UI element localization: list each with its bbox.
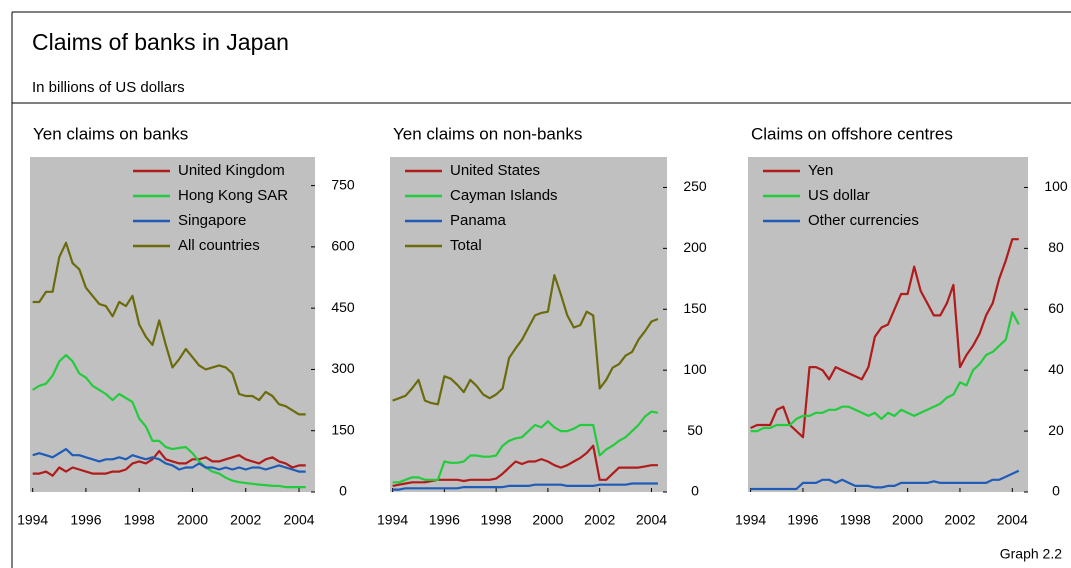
y-tick-label: 750 (331, 176, 355, 192)
legend-label: United Kingdom (178, 162, 285, 179)
legend-label: Hong Kong SAR (178, 187, 288, 204)
panel-title: Claims on offshore centres (751, 124, 953, 143)
legend-label: Cayman Islands (450, 187, 558, 204)
y-tick-label: 150 (683, 300, 707, 316)
legend-label: Panama (450, 212, 507, 229)
x-tick-label: 2004 (636, 512, 667, 528)
x-tick-label: 1998 (481, 512, 512, 528)
series-line (32, 450, 306, 477)
series-line (750, 311, 1020, 433)
legend-label: Total (450, 237, 482, 254)
y-tick-label: 150 (331, 421, 355, 437)
x-tick-label: 1994 (17, 512, 48, 528)
legend-label: Yen (808, 162, 833, 179)
x-tick-label: 2002 (230, 512, 261, 528)
plot-area (390, 157, 667, 492)
panel-title: Yen claims on banks (33, 124, 188, 143)
x-tick-label: 1994 (377, 512, 408, 528)
x-tick-label: 1998 (840, 512, 871, 528)
legend-label: Other currencies (808, 212, 919, 229)
y-tick-label: 600 (331, 238, 355, 254)
legend-label: United States (450, 162, 540, 179)
y-tick-label: 100 (1044, 178, 1068, 194)
y-tick-label: 80 (1048, 239, 1064, 255)
plot-area (30, 157, 315, 492)
series-line (392, 410, 659, 484)
x-tick-label: 1996 (70, 512, 101, 528)
series-line (32, 241, 306, 416)
x-tick-label: 2000 (892, 512, 923, 528)
x-tick-label: 2000 (177, 512, 208, 528)
legend-label: All countries (178, 237, 260, 254)
legend-label: US dollar (808, 187, 870, 204)
x-tick-label: 1994 (735, 512, 766, 528)
y-tick-label: 0 (1052, 483, 1060, 499)
series-line (32, 354, 306, 489)
y-tick-label: 450 (331, 299, 355, 315)
y-tick-label: 300 (331, 360, 355, 376)
y-tick-label: 0 (339, 483, 347, 499)
series-line (392, 482, 658, 491)
y-tick-label: 100 (683, 361, 707, 377)
series-line (750, 469, 1020, 491)
y-tick-label: 250 (683, 178, 707, 194)
figure-subtitle: In billions of US dollars (32, 79, 185, 96)
y-tick-label: 0 (691, 483, 699, 499)
x-tick-label: 2004 (283, 512, 314, 528)
series-line (32, 448, 306, 473)
legend-label: Singapore (178, 212, 246, 229)
graph-number: Graph 2.2 (1000, 546, 1062, 562)
y-tick-label: 40 (1048, 361, 1064, 377)
series-line (750, 238, 1019, 439)
x-tick-label: 2004 (997, 512, 1028, 528)
y-tick-label: 200 (683, 239, 707, 255)
x-tick-label: 2002 (584, 512, 615, 528)
x-tick-label: 1996 (787, 512, 818, 528)
x-tick-label: 2000 (532, 512, 563, 528)
panel-title: Yen claims on non-banks (393, 124, 582, 143)
y-tick-label: 20 (1048, 422, 1064, 438)
figure-title: Claims of banks in Japan (32, 29, 289, 55)
x-tick-label: 1996 (429, 512, 460, 528)
x-tick-label: 1998 (124, 512, 155, 528)
y-tick-label: 50 (687, 422, 703, 438)
x-tick-label: 2002 (944, 512, 975, 528)
series-line (392, 274, 659, 406)
y-tick-label: 60 (1048, 300, 1064, 316)
